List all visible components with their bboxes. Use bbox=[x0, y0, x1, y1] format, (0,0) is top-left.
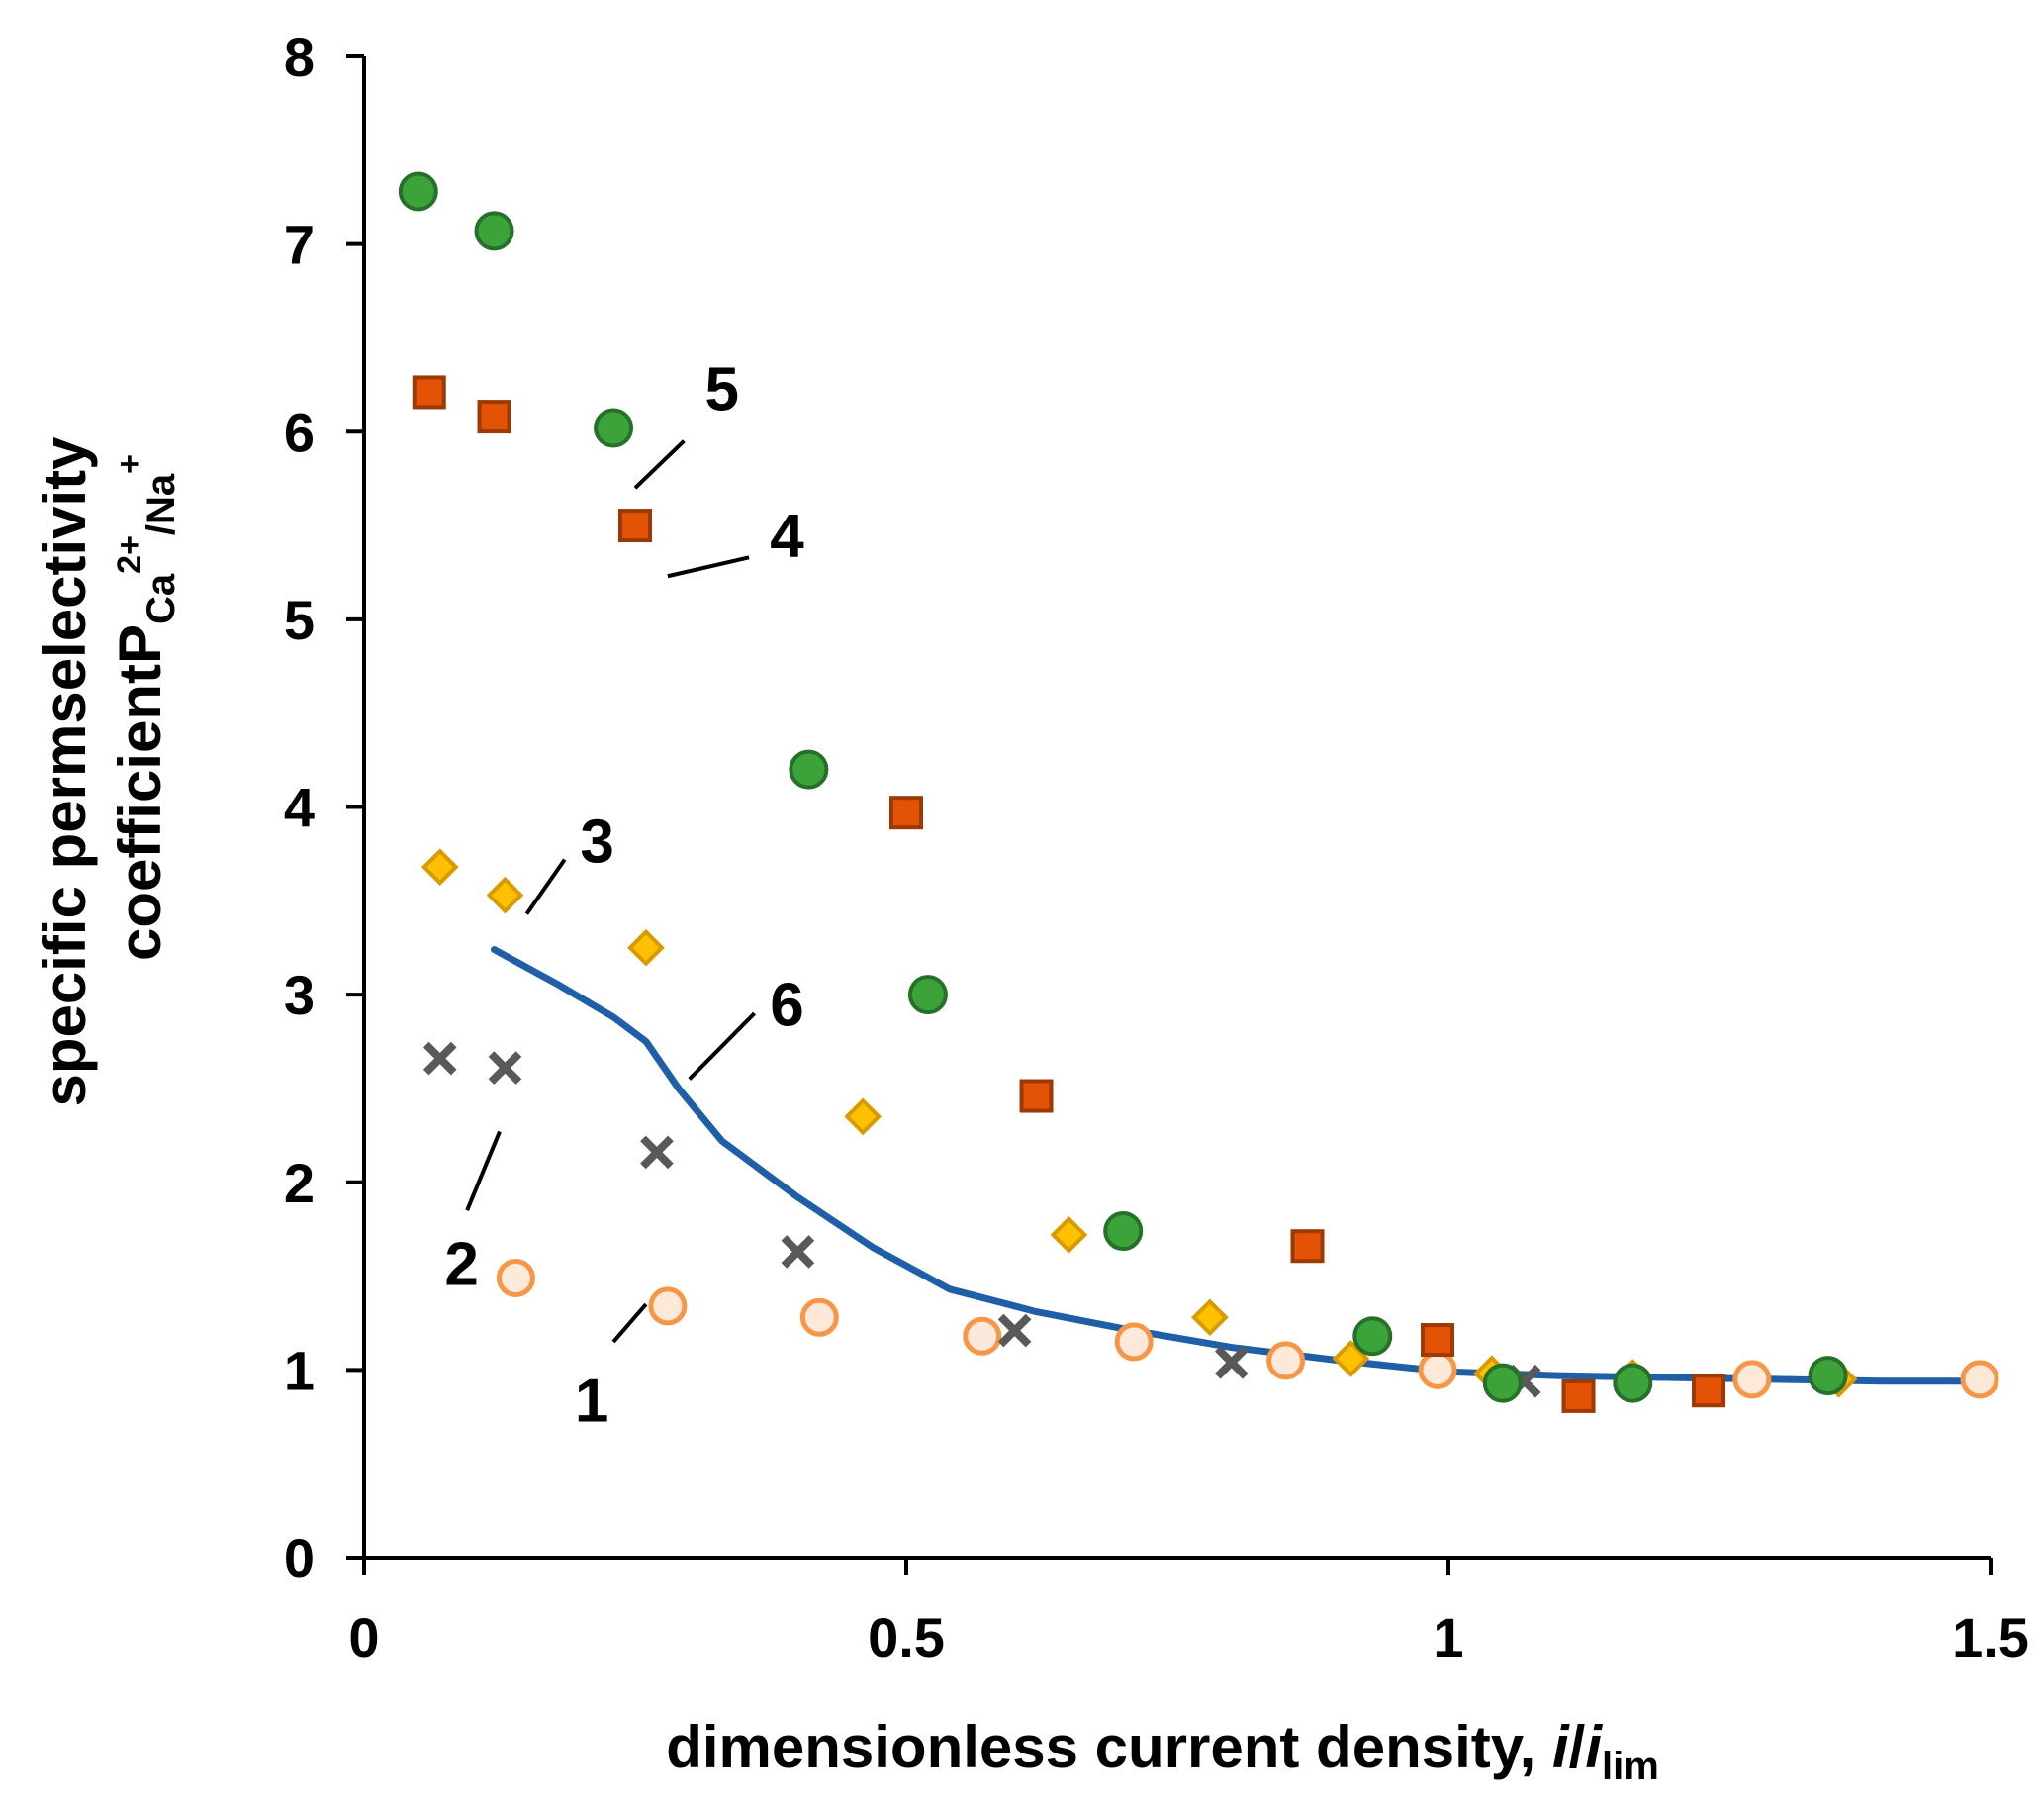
series-2-point-4 bbox=[997, 1313, 1032, 1348]
series-5-point-9 bbox=[1808, 1356, 1848, 1396]
series-4-point-5 bbox=[1290, 1229, 1325, 1264]
series-3-point-5 bbox=[1191, 1298, 1229, 1337]
series-5-point-6 bbox=[1352, 1316, 1393, 1357]
y-axis-title-line2: coefficientPCa2+/Na+ bbox=[107, 454, 183, 961]
series-5-point-5 bbox=[1103, 1211, 1144, 1252]
series-4-point-2 bbox=[618, 509, 652, 543]
series-2-point-3 bbox=[781, 1235, 815, 1269]
series-1-point-4 bbox=[1114, 1322, 1154, 1362]
y-tick-label-7: 7 bbox=[284, 214, 315, 276]
y-tick-label-3: 3 bbox=[284, 964, 315, 1026]
y-tick-label-2: 2 bbox=[284, 1152, 315, 1214]
y-axis-title-line1: specific permselectivity bbox=[32, 436, 98, 1107]
x-axis-title: dimensionless current density, i/ilim bbox=[666, 1714, 1659, 1788]
series-4-point-3 bbox=[889, 796, 923, 830]
series-1-point-5 bbox=[1266, 1341, 1306, 1380]
series-3-point-4 bbox=[1050, 1216, 1088, 1254]
series-1-point-1 bbox=[648, 1286, 688, 1326]
series-3-point-1 bbox=[486, 876, 524, 914]
series-2-point-5 bbox=[1214, 1345, 1249, 1379]
series-6-layer bbox=[491, 946, 1973, 1385]
callout-1-label: 1 bbox=[575, 1368, 608, 1436]
series-3-point-6 bbox=[1332, 1340, 1370, 1377]
series-1-point-0 bbox=[496, 1258, 535, 1297]
series-5-point-3 bbox=[789, 749, 829, 790]
ticks: 0 1 2 3 4 5 6 7 8 0 0.5 1 1.5 bbox=[284, 26, 2029, 1668]
markers-layer bbox=[398, 171, 1999, 1413]
series-1-point-3 bbox=[963, 1316, 1002, 1356]
callout-3-label: 3 bbox=[580, 808, 613, 877]
series-2-point-1 bbox=[488, 1051, 522, 1085]
series-2-point-2 bbox=[640, 1135, 674, 1170]
callout-2-label: 2 bbox=[444, 1230, 478, 1298]
callout-6-leader bbox=[688, 1011, 756, 1081]
callout-1-leader bbox=[611, 1302, 648, 1344]
series-5-point-7 bbox=[1482, 1363, 1523, 1403]
series-3-point-0 bbox=[420, 848, 459, 887]
series-1-point-7 bbox=[1732, 1360, 1772, 1399]
y-tick-label-5: 5 bbox=[284, 589, 315, 651]
x-tick-label-0: 0 bbox=[348, 1606, 379, 1668]
y-tick-label-0: 0 bbox=[284, 1527, 315, 1589]
callouts-layer: 1 2 3 4 5 6 bbox=[444, 356, 804, 1436]
series-1-point-8 bbox=[1960, 1360, 1999, 1399]
series-4-point-0 bbox=[412, 375, 446, 410]
series-3-point-2 bbox=[627, 928, 665, 967]
axes bbox=[362, 56, 1991, 1560]
callout-6-label: 6 bbox=[770, 972, 803, 1040]
series-5-point-8 bbox=[1613, 1363, 1653, 1403]
series-2-point-0 bbox=[422, 1041, 457, 1076]
callout-3-leader bbox=[524, 858, 567, 915]
y-tick-label-8: 8 bbox=[284, 26, 315, 88]
series-5-point-0 bbox=[398, 171, 438, 212]
callout-4-label: 4 bbox=[770, 503, 804, 571]
callout-2-leader bbox=[465, 1130, 502, 1211]
series-4-point-6 bbox=[1421, 1323, 1455, 1358]
series-5-point-2 bbox=[594, 408, 634, 448]
y-tick-label-6: 6 bbox=[284, 401, 315, 463]
series-6-line bbox=[491, 946, 1973, 1385]
callout-4-leader bbox=[667, 555, 750, 579]
series-4-point-4 bbox=[1019, 1079, 1054, 1113]
series-1-point-2 bbox=[799, 1297, 839, 1337]
series-4-point-1 bbox=[477, 400, 511, 434]
series-5-point-4 bbox=[907, 975, 948, 1015]
callout-5-leader bbox=[633, 439, 686, 490]
x-tick-label-2: 1 bbox=[1433, 1606, 1463, 1668]
y-tick-label-1: 1 bbox=[284, 1339, 315, 1401]
series-4-point-7 bbox=[1561, 1378, 1596, 1413]
y-axis-title: specific permselectivity coefficientPCa2… bbox=[32, 436, 183, 1107]
series-5-point-1 bbox=[474, 211, 514, 251]
series-3-point-3 bbox=[844, 1097, 882, 1136]
x-tick-label-3: 1.5 bbox=[1952, 1606, 2029, 1668]
series-4-point-8 bbox=[1692, 1374, 1726, 1408]
y-tick-label-4: 4 bbox=[284, 777, 315, 839]
x-tick-label-1: 0.5 bbox=[868, 1606, 945, 1668]
callout-5-label: 5 bbox=[704, 356, 738, 425]
series-1-point-6 bbox=[1418, 1350, 1457, 1389]
